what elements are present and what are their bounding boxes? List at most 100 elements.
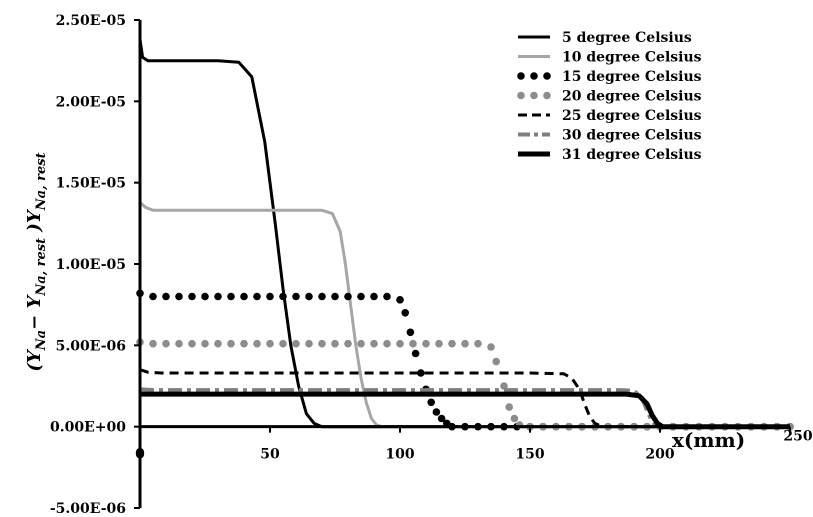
ticks-layer: 2.50E-05 2.00E-05 1.50E-05 1.00E-05 5.00E-06… [50,13,813,517]
data-point [409,339,417,348]
y-label-open: ( [24,362,45,372]
data-point [214,339,222,348]
x-tick-label: 150 [515,447,544,463]
series-layer [136,39,794,431]
legend-item: 15 degree Celsius [517,69,702,85]
series-line [139,368,790,429]
legend-label: 10 degree Celsius [562,50,702,66]
legend-item: 5 degree Celsius [518,30,692,46]
data-point [396,339,404,348]
legend-item: 30 degree Celsius [518,128,702,144]
y-tick-label: 0.00E+00 [50,420,126,436]
data-point [357,339,365,348]
y-axis-label: (YNa− YNa, rest )YNa, rest [24,152,49,371]
data-point [406,328,415,337]
data-point [201,339,209,348]
data-point [435,339,443,348]
data-point [510,414,519,423]
data-point [279,339,287,348]
legend-swatch [543,72,551,80]
data-point [227,292,235,301]
data-point [292,292,300,301]
y-tick-label: 5.00E-06 [56,338,126,354]
y-tick-label: 1.50E-05 [56,176,126,192]
data-point [149,339,157,348]
data-point [401,309,410,317]
legend-item: 31 degree Celsius [518,147,702,163]
legend-label: 31 degree Celsius [562,147,702,163]
series-line [140,391,790,430]
y-label-y1: Y [24,348,45,363]
y-label-sub2: Na, rest [34,238,49,297]
data-point [500,382,508,390]
legend-label: 20 degree Celsius [562,89,702,105]
y-label-minus: − [24,309,45,330]
y-tick-label: 2.50E-05 [56,13,126,29]
data-point [149,292,157,301]
legend: 5 degree Celsius 10 degree Celsius 15 degr… [517,30,702,163]
data-point [253,339,261,348]
x-axis-label: x(mm) [672,428,745,452]
x-tick-label: 50 [260,447,280,463]
legend-swatch [543,91,551,100]
data-point [370,339,378,348]
data-point [266,339,274,348]
data-point [331,292,339,301]
x-tick-label: 200 [645,447,674,463]
data-point [305,339,313,348]
series-7 [140,391,790,430]
legend-swatch [530,72,538,80]
data-point [427,398,436,407]
legend-item: 25 degree Celsius [518,108,702,124]
x-tick-label: 250 [783,429,812,445]
y-label-y2: Y [24,294,45,309]
data-point [201,292,209,301]
legend-label: 5 degree Celsius [562,30,692,46]
data-point [214,292,222,301]
data-point [344,292,352,301]
legend-item: 10 degree Celsius [518,50,702,66]
data-point [383,339,391,348]
data-point [437,414,446,423]
data-point [253,292,261,301]
legend-label: 15 degree Celsius [562,69,702,85]
data-point [344,339,352,348]
series-3 [136,289,794,431]
y-tick-label: -5.00E-06 [50,501,126,517]
data-point [188,339,196,348]
data-point [417,369,425,377]
data-point [292,339,300,348]
data-point [432,408,441,416]
data-point [422,339,430,348]
data-point [370,292,378,301]
data-point [279,292,287,301]
data-point [505,403,513,411]
data-point [487,343,495,351]
data-point [266,292,274,301]
legend-swatch [530,91,538,100]
data-point [492,357,501,366]
data-point [318,339,326,348]
series-5 [139,368,790,429]
data-point [396,296,404,304]
data-point [357,292,365,301]
y-tick-label: 2.00E-05 [56,94,126,110]
data-point [331,339,339,348]
data-point [383,292,391,301]
data-point [162,339,170,348]
y-tick-label: 1.00E-05 [56,257,126,273]
data-point [175,292,183,301]
data-point [188,292,196,301]
series-4 [136,338,794,431]
y-label-close: ) [24,223,45,238]
legend-label: 30 degree Celsius [562,128,702,144]
y-label-y3: Y [24,208,45,223]
data-point [411,349,420,358]
data-point [318,292,326,301]
data-point [227,339,235,348]
data-point [474,339,482,348]
data-point [162,292,170,301]
data-point [240,292,248,301]
data-point [175,339,183,348]
